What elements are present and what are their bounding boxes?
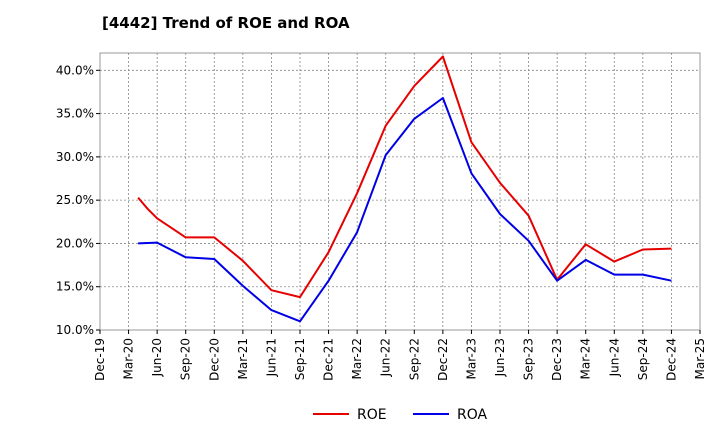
x-tick-label: Jun-23 <box>493 338 507 377</box>
x-tick-label: Jun-20 <box>150 338 164 377</box>
x-tick-label: Mar-24 <box>579 338 593 379</box>
y-axis-ticks: 10.0% 15.0% 20.0% 25.0% 30.0% 35.0% 40.0% <box>56 63 100 337</box>
x-tick-label: Sep-20 <box>179 338 193 380</box>
x-tick-label: Sep-22 <box>407 338 421 380</box>
legend: ROE ROA <box>313 407 488 423</box>
x-tick-label: Dec-22 <box>436 338 450 381</box>
y-tick-label: 30.0% <box>56 150 94 164</box>
grid-lines <box>100 53 700 330</box>
y-tick-label: 35.0% <box>56 107 94 121</box>
x-tick-label: Jun-24 <box>607 338 621 377</box>
series-lines <box>137 55 672 323</box>
y-tick-label: 40.0% <box>56 63 94 77</box>
y-tick-label: 10.0% <box>56 323 94 337</box>
x-axis-ticks: Dec-19 Mar-20 Jun-20 Sep-20 Dec-20 Mar-21 Jun-… <box>93 330 707 381</box>
x-tick-label: Mar-21 <box>236 338 250 379</box>
y-tick-label: 25.0% <box>56 193 94 207</box>
x-tick-label: Dec-23 <box>550 338 564 381</box>
x-tick-label: Mar-22 <box>350 338 364 379</box>
x-tick-label: Sep-21 <box>293 338 307 380</box>
plot-area <box>99 52 701 331</box>
x-tick-label: Dec-20 <box>207 338 221 381</box>
series-roa-line <box>138 97 672 323</box>
x-tick-label: Sep-24 <box>636 338 650 380</box>
y-tick-label: 15.0% <box>56 280 94 294</box>
y-tick-label: 20.0% <box>56 236 94 250</box>
x-tick-label: Mar-20 <box>122 338 136 379</box>
x-tick-label: Dec-21 <box>322 338 336 381</box>
x-tick-label: Dec-24 <box>664 338 678 381</box>
x-tick-label: Mar-25 <box>693 338 707 379</box>
legend-roa-label: ROA <box>457 407 488 423</box>
legend-roe-label: ROE <box>357 407 387 423</box>
x-tick-label: Jun-22 <box>379 338 393 377</box>
x-tick-label: Jun-21 <box>264 338 278 377</box>
x-tick-label: Dec-19 <box>93 338 107 381</box>
x-tick-label: Sep-23 <box>522 338 536 380</box>
x-tick-label: Mar-23 <box>464 338 478 379</box>
chart-title: [4442] Trend of ROE and ROA <box>102 14 350 32</box>
